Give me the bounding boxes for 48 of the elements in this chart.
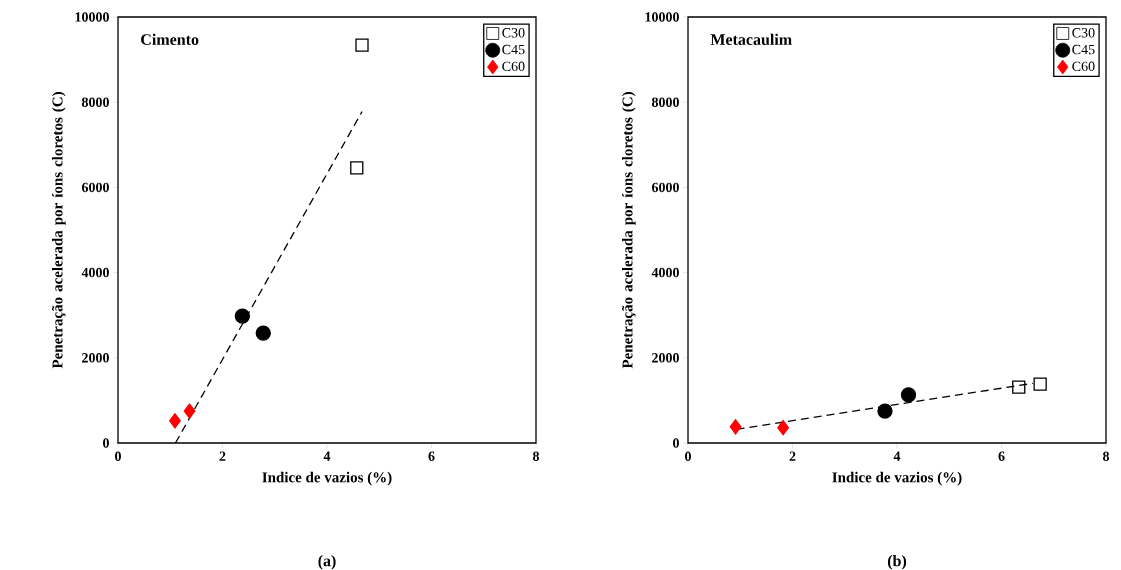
- x-tick-label: 6: [428, 451, 435, 461]
- x-axis-title: Indice de vazios (%): [262, 471, 392, 486]
- point: [777, 420, 789, 436]
- point: [877, 403, 893, 419]
- y-axis-title: Penetração acelerada por íons cloretos (C): [621, 92, 636, 369]
- x-tick-label: 8: [1102, 451, 1110, 461]
- point: [255, 325, 271, 341]
- y-tick-label: 0: [673, 438, 679, 448]
- x-tick-label: 6: [998, 451, 1005, 461]
- text: Metacaulim: [710, 33, 792, 45]
- x-tick-label: 8: [532, 451, 540, 461]
- point: [900, 387, 917, 403]
- legend-label: C45: [1072, 44, 1095, 55]
- y-axis-title: Penetração acelerada por íons cloretos (C): [51, 92, 66, 369]
- text: (a): [318, 555, 336, 570]
- x-tick-label: 2: [219, 451, 226, 461]
- legend-label: C30: [502, 28, 525, 38]
- text: Cimento: [141, 33, 199, 45]
- y-tick-label: 6000: [81, 182, 109, 193]
- y-tick-label: 6000: [651, 182, 679, 193]
- text: (b): [887, 555, 907, 570]
- point: [234, 308, 251, 324]
- y-tick-label: 2000: [652, 353, 679, 363]
- y-tick-label: 10000: [75, 12, 109, 22]
- point: [1033, 377, 1047, 391]
- x-tick-label: 4: [323, 451, 331, 461]
- legend-label: C30: [1072, 28, 1095, 38]
- x-axis-title: Indice de vazios (%): [832, 471, 962, 486]
- y-tick-label: 8000: [651, 97, 679, 107]
- y-tick-label: 4000: [651, 267, 679, 278]
- x-tick-label: 4: [893, 451, 901, 461]
- y-tick-label: 2000: [82, 353, 109, 363]
- point: [350, 161, 364, 175]
- x-tick-label: 0: [685, 451, 691, 461]
- y-tick-label: 4000: [81, 267, 109, 278]
- legend-label: C60: [1072, 61, 1095, 72]
- x-tick-label: 0: [115, 451, 121, 461]
- y-tick-label: 8000: [81, 97, 109, 107]
- legend-label: C45: [502, 44, 525, 55]
- y-tick-label: 0: [103, 438, 109, 448]
- point: [183, 403, 196, 419]
- legend-label: C60: [502, 61, 525, 72]
- point: [169, 413, 181, 429]
- point: [355, 38, 369, 52]
- point: [729, 419, 742, 435]
- x-tick-label: 2: [789, 451, 796, 461]
- point: [1012, 380, 1026, 394]
- y-tick-label: 10000: [645, 12, 679, 22]
